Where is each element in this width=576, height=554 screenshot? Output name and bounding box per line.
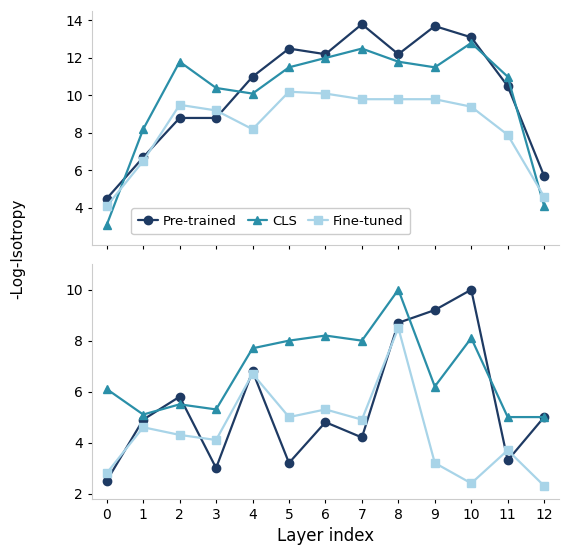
- CLS: [140, 126, 147, 132]
- Line: Fine-tuned: Fine-tuned: [103, 88, 548, 211]
- Fine-tuned: [140, 158, 147, 165]
- Fine-tuned: [541, 193, 548, 200]
- Pre-trained: [286, 45, 293, 52]
- Line: Pre-trained: Pre-trained: [103, 20, 548, 203]
- CLS: [286, 64, 293, 71]
- Pre-trained: [249, 73, 256, 80]
- CLS: [213, 85, 219, 91]
- Fine-tuned: [431, 96, 438, 102]
- Pre-trained: [541, 173, 548, 179]
- Pre-trained: [504, 83, 511, 89]
- Fine-tuned: [249, 126, 256, 132]
- Pre-trained: [395, 51, 402, 58]
- X-axis label: Layer index: Layer index: [277, 527, 374, 545]
- Fine-tuned: [358, 96, 365, 102]
- Fine-tuned: [103, 203, 110, 209]
- Pre-trained: [213, 115, 219, 121]
- Pre-trained: [322, 51, 329, 58]
- Pre-trained: [468, 34, 475, 40]
- CLS: [103, 222, 110, 228]
- CLS: [468, 40, 475, 47]
- Fine-tuned: [322, 90, 329, 97]
- Pre-trained: [103, 195, 110, 202]
- CLS: [431, 64, 438, 71]
- CLS: [504, 73, 511, 80]
- Legend: Pre-trained, CLS, Fine-tuned: Pre-trained, CLS, Fine-tuned: [131, 208, 411, 234]
- Pre-trained: [431, 23, 438, 29]
- Fine-tuned: [395, 96, 402, 102]
- CLS: [176, 58, 183, 65]
- Pre-trained: [358, 21, 365, 28]
- Fine-tuned: [176, 101, 183, 108]
- Fine-tuned: [504, 131, 511, 138]
- CLS: [322, 55, 329, 61]
- Text: -Log-Isotropy: -Log-Isotropy: [10, 199, 25, 300]
- Fine-tuned: [468, 104, 475, 110]
- CLS: [358, 45, 365, 52]
- CLS: [541, 203, 548, 209]
- CLS: [249, 90, 256, 97]
- Pre-trained: [140, 154, 147, 161]
- Line: CLS: CLS: [103, 39, 548, 229]
- Pre-trained: [176, 115, 183, 121]
- Fine-tuned: [213, 107, 219, 114]
- CLS: [395, 58, 402, 65]
- Fine-tuned: [286, 89, 293, 95]
